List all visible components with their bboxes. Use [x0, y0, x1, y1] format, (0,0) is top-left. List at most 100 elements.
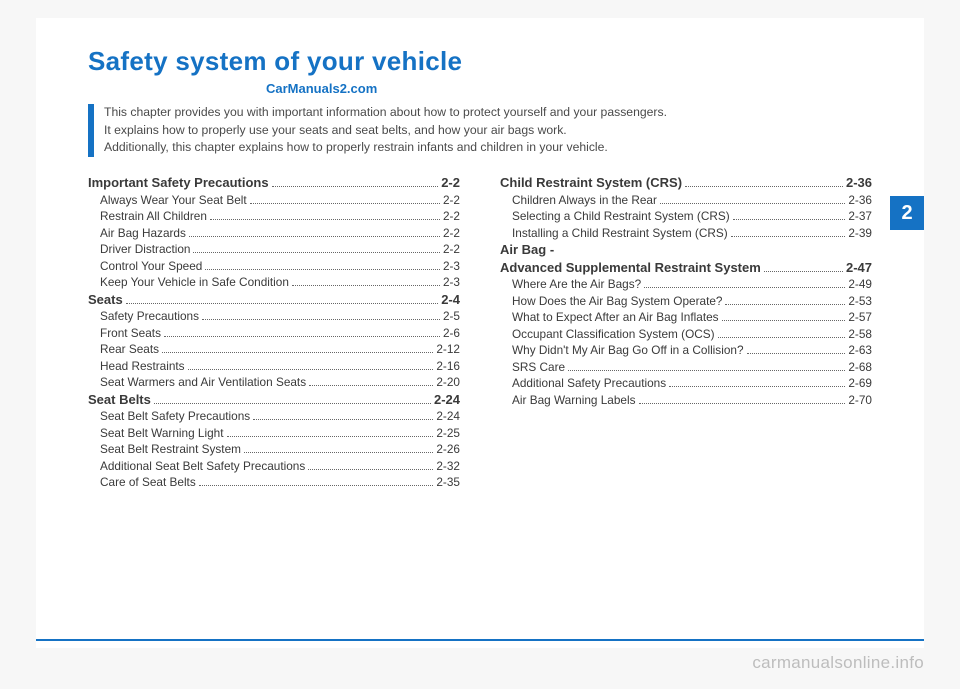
toc-dots — [639, 403, 846, 404]
toc-dots — [202, 319, 440, 320]
toc-entry: Always Wear Your Seat Belt2-2 — [88, 193, 460, 207]
toc-dots — [722, 320, 846, 321]
toc-dots — [725, 304, 845, 305]
toc-page-ref: 2-36 — [846, 175, 872, 190]
toc-label: Selecting a Child Restraint System (CRS) — [512, 209, 730, 223]
toc-page-ref: 2-68 — [848, 360, 872, 374]
toc-entry: Keep Your Vehicle in Safe Condition2-3 — [88, 275, 460, 289]
toc-page-ref: 2-5 — [443, 309, 460, 323]
toc-dots — [250, 203, 440, 204]
toc-label: Advanced Supplemental Restraint System — [500, 260, 761, 275]
toc-dots — [126, 303, 439, 304]
toc-label: Installing a Child Restraint System (CRS… — [512, 226, 728, 240]
toc-label: Occupant Classification System (OCS) — [512, 327, 715, 341]
toc-label: Child Restraint System (CRS) — [500, 175, 682, 190]
toc-dots — [199, 485, 434, 486]
toc-page-ref: 2-37 — [848, 209, 872, 223]
brand-label: CarManuals2.com — [266, 81, 872, 96]
toc-entry: Additional Seat Belt Safety Precautions2… — [88, 459, 460, 473]
chapter-tab: 2 — [890, 196, 924, 230]
toc-page-ref: 2-2 — [443, 193, 460, 207]
toc-page-ref: 2-57 — [848, 310, 872, 324]
toc-label: Restrain All Children — [100, 209, 207, 223]
toc-label: Safety Precautions — [100, 309, 199, 323]
toc-label: Additional Safety Precautions — [512, 376, 666, 390]
toc-label: Air Bag - — [500, 242, 554, 257]
toc-dots — [669, 386, 845, 387]
toc-entry: Seat Belt Safety Precautions 2-24 — [88, 409, 460, 423]
toc-dots — [309, 385, 433, 386]
toc-dots — [292, 285, 440, 286]
chapter-number: 2 — [901, 202, 912, 225]
toc-page-ref: 2-49 — [848, 277, 872, 291]
toc-section: Seat Belts2-24 — [88, 392, 460, 407]
toc-entry: Additional Safety Precautions2-69 — [500, 376, 872, 390]
intro-line: It explains how to properly use your sea… — [104, 122, 667, 140]
toc-entry: Selecting a Child Restraint System (CRS)… — [500, 209, 872, 223]
toc-dots — [188, 369, 434, 370]
toc-label: Driver Distraction — [100, 242, 190, 256]
toc-label: Care of Seat Belts — [100, 475, 196, 489]
toc-page-ref: 2-26 — [436, 442, 460, 456]
toc-page-ref: 2-39 — [848, 226, 872, 240]
toc-label: SRS Care — [512, 360, 565, 374]
toc-entry: Front Seats 2-6 — [88, 326, 460, 340]
toc-entry: What to Expect After an Air Bag Inflates… — [500, 310, 872, 324]
toc-dots — [685, 186, 843, 187]
toc-label: Air Bag Warning Labels — [512, 393, 636, 407]
toc-label: Rear Seats — [100, 342, 159, 356]
toc-dots — [568, 370, 845, 371]
toc-label: How Does the Air Bag System Operate? — [512, 294, 722, 308]
toc-label: Where Are the Air Bags? — [512, 277, 641, 291]
toc-label: Additional Seat Belt Safety Precautions — [100, 459, 305, 473]
toc-entry: Seat Belt Warning Light2-25 — [88, 426, 460, 440]
toc-dots — [660, 203, 845, 204]
toc-page-ref: 2-3 — [443, 259, 460, 273]
toc-page-ref: 2-47 — [846, 260, 872, 275]
toc-page-ref: 2-36 — [848, 193, 872, 207]
toc-page-ref: 2-58 — [848, 327, 872, 341]
toc-entry: Where Are the Air Bags? 2-49 — [500, 277, 872, 291]
toc-page-ref: 2-25 — [436, 426, 460, 440]
toc-label: Front Seats — [100, 326, 161, 340]
footer-watermark: carmanualsonline.info — [752, 653, 924, 673]
toc-label: Air Bag Hazards — [100, 226, 186, 240]
toc-dots — [644, 287, 845, 288]
toc-section: Child Restraint System (CRS) 2-36 — [500, 175, 872, 190]
toc-page-ref: 2-2 — [443, 242, 460, 256]
toc-page-ref: 2-24 — [436, 409, 460, 423]
toc-label: Seat Belts — [88, 392, 151, 407]
intro-block: This chapter provides you with important… — [88, 104, 872, 157]
intro-accent-bar — [88, 104, 94, 157]
toc-section: Advanced Supplemental Restraint System 2-… — [500, 260, 872, 275]
toc-column-right: Child Restraint System (CRS)2-36Children… — [500, 175, 872, 492]
toc-page-ref: 2-12 — [436, 342, 460, 356]
toc-dots — [164, 336, 440, 337]
toc-entry: Occupant Classification System (OCS) 2-58 — [500, 327, 872, 341]
toc-dots — [193, 252, 439, 253]
toc-page-ref: 2-53 — [848, 294, 872, 308]
toc-page-ref: 2-63 — [848, 343, 872, 357]
toc-entry: Why Didn't My Air Bag Go Off in a Collis… — [500, 343, 872, 357]
toc-dots — [162, 352, 433, 353]
toc-columns: Important Safety Precautions2-2Always We… — [88, 175, 872, 492]
toc-dots — [764, 271, 843, 272]
toc-page-ref: 2-6 — [443, 326, 460, 340]
intro-text: This chapter provides you with important… — [104, 104, 667, 157]
toc-page-ref: 2-4 — [441, 292, 460, 307]
toc-entry: Seat Belt Restraint System2-26 — [88, 442, 460, 456]
toc-page-ref: 2-20 — [436, 375, 460, 389]
toc-entry: Seat Warmers and Air Ventilation Seats2-… — [88, 375, 460, 389]
toc-label: Children Always in the Rear — [512, 193, 657, 207]
toc-entry: Rear Seats 2-12 — [88, 342, 460, 356]
toc-dots — [731, 236, 846, 237]
toc-entry: Restrain All Children2-2 — [88, 209, 460, 223]
toc-page-ref: 2-70 — [848, 393, 872, 407]
toc-page-ref: 2-35 — [436, 475, 460, 489]
toc-page-ref: 2-2 — [443, 226, 460, 240]
toc-page-ref: 2-16 — [436, 359, 460, 373]
toc-entry: Driver Distraction 2-2 — [88, 242, 460, 256]
toc-entry: Care of Seat Belts 2-35 — [88, 475, 460, 489]
toc-label: Seat Belt Safety Precautions — [100, 409, 250, 423]
toc-entry: Children Always in the Rear 2-36 — [500, 193, 872, 207]
